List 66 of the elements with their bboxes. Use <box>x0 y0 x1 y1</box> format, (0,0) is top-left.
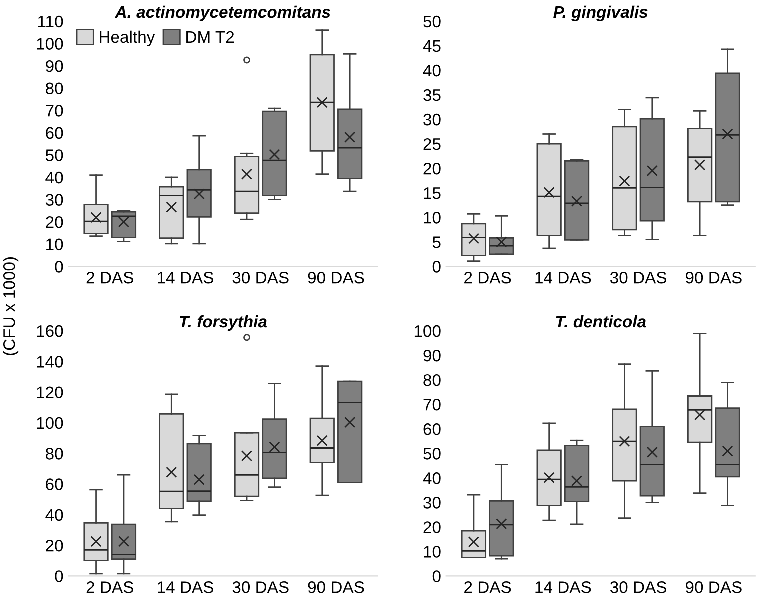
x-tick-label: 14 DAS <box>158 272 214 284</box>
y-tick-label: 70 <box>46 105 64 117</box>
legend-label: DM T2 <box>186 31 234 43</box>
y-tick-label: 30 <box>46 194 64 206</box>
y-tick-label: 60 <box>46 127 64 140</box>
chart-title: T. forsythia <box>180 315 267 332</box>
y-tick-label: 80 <box>46 448 64 460</box>
y-tick-label: 40 <box>46 509 64 522</box>
x-tick-label: 2 DAS <box>464 582 512 594</box>
y-tick-label: 100 <box>414 325 441 338</box>
y-tick-label: 60 <box>46 478 64 490</box>
y-tick-label: 40 <box>423 64 441 77</box>
y-tick-label: 80 <box>46 82 64 95</box>
x-tick-label: 90 DAS <box>686 582 742 594</box>
y-tick-label: 30 <box>424 497 441 509</box>
x-tick-label: 30 DAS <box>232 272 289 284</box>
y-tick-label: 60 <box>424 424 441 436</box>
x-tick-label: 90 DAS <box>308 272 364 284</box>
x-tick-label: 14 DAS <box>158 582 214 594</box>
y-tick-label: 0 <box>55 570 64 582</box>
y-tick-label: 80 <box>424 374 441 386</box>
y-tick-label: 15 <box>424 188 441 200</box>
y-tick-label: 120 <box>37 386 64 399</box>
y-tick-label: 10 <box>46 238 64 251</box>
chart-title: A. actinomycetemcomitans <box>114 6 331 22</box>
y-tick-label: 40 <box>423 472 441 484</box>
x-tick-label: 14 DAS <box>536 582 592 594</box>
y-tick-label: 5 <box>432 236 441 248</box>
y-tick-label: 20 <box>46 540 64 552</box>
y-tick-label: 70 <box>424 398 441 411</box>
y-tick-label: 0 <box>432 570 441 582</box>
y-tick-label: 90 <box>424 350 441 362</box>
y-tick-label: 0 <box>432 261 441 273</box>
y-tick-label: 20 <box>46 216 64 228</box>
y-tick-label: 140 <box>37 356 64 368</box>
x-tick-label: 2 DAS <box>464 272 512 284</box>
y-tick-label: 20 <box>424 162 441 175</box>
y-tick-label: 110 <box>38 16 64 28</box>
x-tick-label: 2 DAS <box>86 582 134 594</box>
y-tick-label: 45 <box>423 40 441 52</box>
y-tick-label: 10 <box>424 212 441 224</box>
y-tick-label: 50 <box>424 448 441 460</box>
y-tick-label: 35 <box>424 89 441 102</box>
y-axis-title: (CFU x 1000) <box>3 258 19 356</box>
x-tick-label: 2 DAS <box>86 272 134 284</box>
y-tick-label: 50 <box>46 150 64 162</box>
x-tick-label: 30 DAS <box>610 272 666 284</box>
x-tick-label: 30 DAS <box>610 582 666 594</box>
chart-title: T. denticola <box>556 315 646 328</box>
y-tick-label: 30 <box>424 114 441 126</box>
y-tick-label: 100 <box>37 38 64 50</box>
y-tick-label: 50 <box>424 16 441 28</box>
x-tick-label: 30 DAS <box>232 582 289 594</box>
y-tick-label: 20 <box>424 522 441 534</box>
x-tick-label: 90 DAS <box>686 272 742 284</box>
x-tick-label: 90 DAS <box>308 582 364 594</box>
y-tick-label: 90 <box>46 60 64 72</box>
y-tick-label: 25 <box>424 138 441 150</box>
y-tick-label: 100 <box>37 417 64 430</box>
x-tick-label: 14 DAS <box>536 272 592 284</box>
legend-label: Healthy <box>100 30 156 46</box>
chart-title: P. gingivalis <box>554 6 648 22</box>
y-tick-label: 160 <box>37 325 64 338</box>
y-tick-label: 40 <box>46 172 64 184</box>
y-tick-label: 0 <box>55 261 64 273</box>
y-tick-label: 10 <box>424 546 441 558</box>
